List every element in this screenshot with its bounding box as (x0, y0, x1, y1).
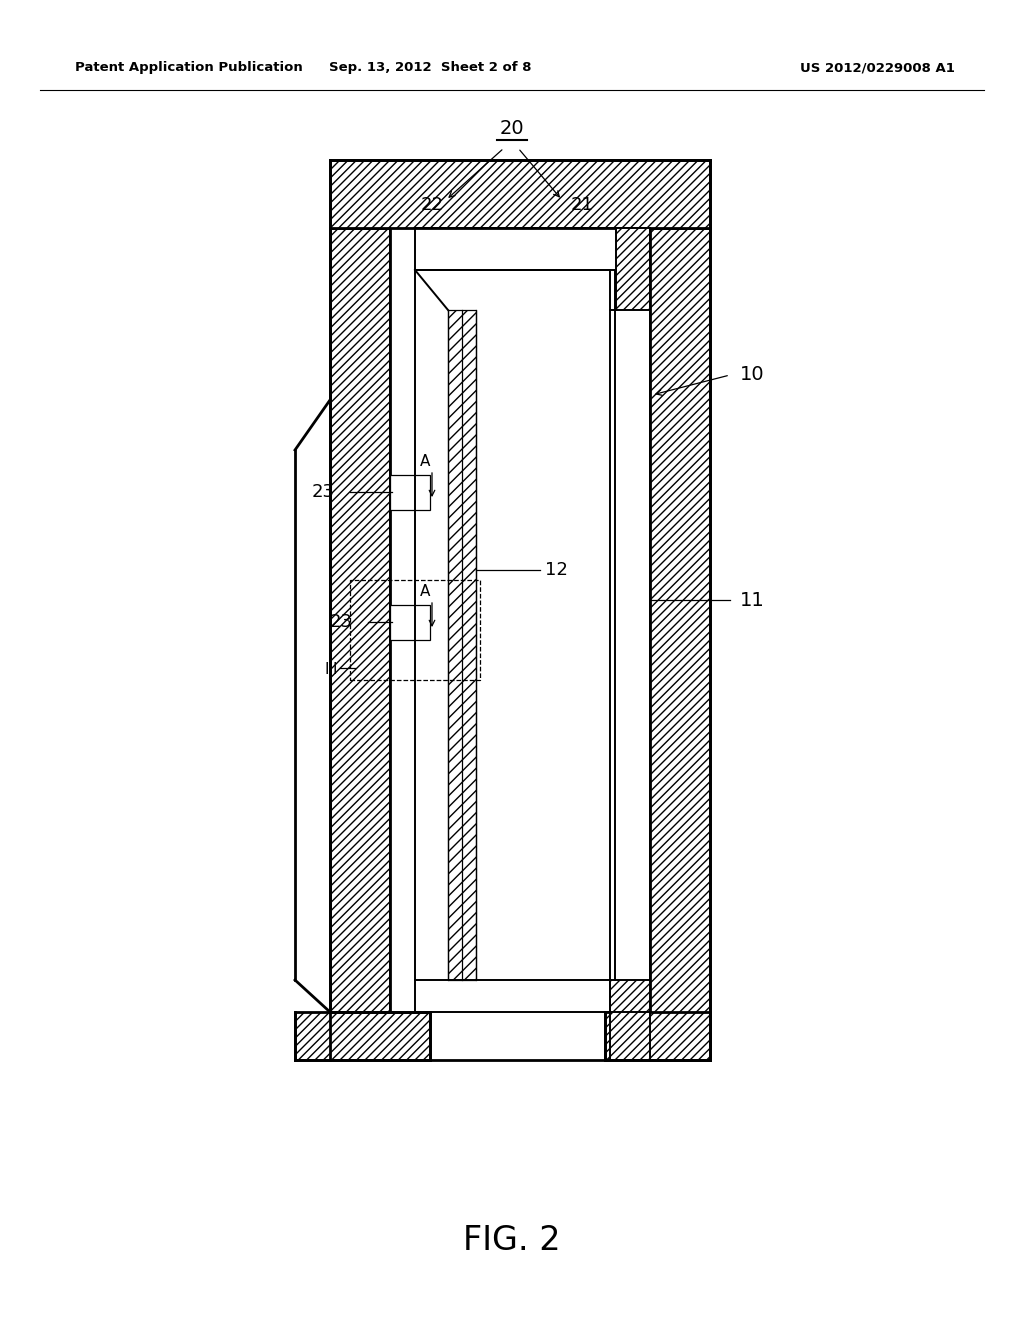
Text: US 2012/0229008 A1: US 2012/0229008 A1 (800, 62, 954, 74)
Text: A: A (420, 585, 430, 599)
Text: 23: 23 (330, 612, 353, 631)
Text: 12: 12 (545, 561, 568, 579)
Text: 10: 10 (740, 366, 765, 384)
Bar (295, 1012, 430, 1060)
Text: Patent Application Publication: Patent Application Publication (75, 62, 303, 74)
Text: 22: 22 (421, 195, 443, 214)
Bar (330, 160, 710, 228)
Bar (390, 605, 430, 640)
Text: FIG. 2: FIG. 2 (463, 1224, 561, 1257)
Text: 11: 11 (740, 590, 765, 610)
Bar (350, 579, 480, 680)
Bar (330, 228, 390, 1012)
Bar (390, 475, 430, 510)
Bar (616, 228, 650, 310)
Bar (449, 310, 476, 979)
Text: 21: 21 (570, 195, 594, 214)
Bar (650, 228, 710, 1060)
Text: A: A (420, 454, 430, 470)
Text: 20: 20 (500, 119, 524, 137)
Bar (605, 1012, 710, 1060)
Text: III: III (325, 663, 338, 677)
Bar (610, 979, 650, 1060)
Text: 23: 23 (312, 483, 335, 502)
Text: Sep. 13, 2012  Sheet 2 of 8: Sep. 13, 2012 Sheet 2 of 8 (329, 62, 531, 74)
